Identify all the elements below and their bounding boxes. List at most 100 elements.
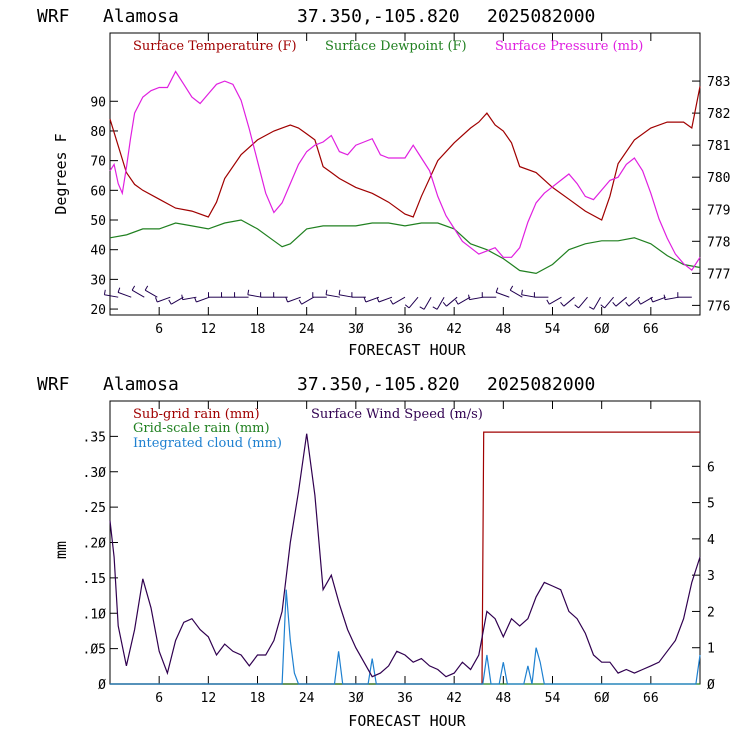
y2-tick-label: 4 xyxy=(707,533,715,548)
x-tick-label: 42 xyxy=(446,322,462,337)
wind-barb-flag xyxy=(637,299,642,305)
x-tick-label: 24 xyxy=(299,322,315,337)
y-tick-label: 50 xyxy=(90,214,106,229)
wind-barb xyxy=(604,296,614,309)
wind-barb xyxy=(392,296,406,305)
y2-tick-label: 6 xyxy=(707,460,715,475)
wind-barb xyxy=(495,291,510,298)
wind-barb xyxy=(423,296,432,310)
wind-barb-flag xyxy=(600,304,605,309)
wind-barb-flag xyxy=(625,302,630,307)
temperature-line xyxy=(109,86,701,221)
wind-barb xyxy=(664,296,679,301)
y2-tick-label: 777 xyxy=(707,267,730,282)
wind-barb xyxy=(469,296,484,301)
y-tick-label: 30 xyxy=(90,273,106,288)
wind-barb xyxy=(457,296,471,305)
chart-run-label: 2025082000 xyxy=(487,6,595,27)
wind-barb xyxy=(563,296,575,307)
wind-barb xyxy=(104,294,119,298)
wind-barb-flag xyxy=(131,285,136,291)
x-tick-label: 6Ø xyxy=(594,322,610,337)
wind-barb-flag xyxy=(455,299,459,305)
wind-barb-flag xyxy=(181,294,184,300)
wind-barb-flag xyxy=(495,287,499,293)
wind-barb-flag xyxy=(509,285,514,291)
wind-barb xyxy=(640,296,653,305)
x-tick-label: 12 xyxy=(201,691,217,706)
x-tick-label: 6 xyxy=(155,322,163,337)
y2-tick-label: 5 xyxy=(707,497,715,512)
wind-barb xyxy=(171,296,184,305)
wind-barb-flag xyxy=(155,297,158,303)
y2-tick-label: 782 xyxy=(707,107,730,122)
wind-barb xyxy=(446,296,458,307)
x-tick-label: 66 xyxy=(643,691,659,706)
y-axis-label: mm xyxy=(52,541,70,559)
wind-barb xyxy=(325,294,340,298)
wind-barb-flag xyxy=(389,299,394,305)
wind-barb-flag xyxy=(560,302,565,307)
axis-ticks: 6 12 18 24 3Ø 36 42 48 54 6Ø 66 20 30 40 50 60 70 80 90 776… xyxy=(90,33,730,337)
wind-barb-flag xyxy=(325,289,328,295)
wind-barb-flag xyxy=(144,285,149,291)
y-tick-label: .2Ø xyxy=(83,537,107,552)
x-tick-label: 54 xyxy=(545,691,561,706)
chart-station-label: Alamosa xyxy=(103,6,179,27)
chart-model-label: WRF xyxy=(37,6,70,27)
wind-barb xyxy=(157,296,171,303)
pressure-line xyxy=(109,70,701,271)
wind-barb-flag xyxy=(194,297,197,303)
y2-tick-label: 2 xyxy=(707,605,715,620)
wind-barb xyxy=(117,291,132,298)
wind-barb-flag xyxy=(442,302,447,307)
x-tick-label: 36 xyxy=(397,322,413,337)
y2-tick-label: 3 xyxy=(707,569,715,584)
wind-barb xyxy=(144,289,158,298)
wind-barb-flag xyxy=(521,289,523,295)
wind-barb-flag xyxy=(650,297,654,303)
y2-tick-label: 780 xyxy=(707,171,730,186)
x-tick-label: 18 xyxy=(250,322,266,337)
y2-tick-label: Ø xyxy=(707,678,715,693)
wind-barb-flag xyxy=(546,299,550,305)
wind-barb-flag xyxy=(103,289,106,295)
wind-barbs xyxy=(103,285,692,310)
x-tick-label: 12 xyxy=(201,322,217,337)
y2-tick-label: 776 xyxy=(707,299,730,314)
wind-barb xyxy=(378,296,393,303)
y2-tick-label: 781 xyxy=(707,139,730,154)
wind-barb xyxy=(287,296,301,303)
y-tick-label: 40 xyxy=(90,244,106,259)
wind-barb xyxy=(578,296,588,309)
y-tick-label: 90 xyxy=(90,95,106,110)
x-tick-label: 42 xyxy=(446,691,462,706)
wind-barb-flag xyxy=(117,287,121,293)
wind-barb xyxy=(247,294,262,298)
wind-barb-flag xyxy=(419,306,425,310)
chart-run-label: 2025082000 xyxy=(487,374,595,395)
wind-barb xyxy=(365,296,380,303)
wind-barb-flag xyxy=(298,299,303,305)
wind-barb-flag xyxy=(574,304,579,309)
chart-coords-label: 37.350,-105.820 xyxy=(297,374,460,395)
wind-barb xyxy=(652,296,666,303)
x-tick-label: 48 xyxy=(496,691,512,706)
x-tick-label: 24 xyxy=(299,691,315,706)
wind-barb-flag xyxy=(663,294,666,300)
wind-barb-flag xyxy=(432,306,438,310)
legend-wind-speed: Surface Wind Speed (m/s) xyxy=(311,407,483,422)
y2-tick-label: 1 xyxy=(707,642,715,657)
wind-barb-flag xyxy=(363,297,367,303)
y-axis-label: Degrees F xyxy=(52,133,70,214)
legend-integrated-cloud: Integrated cloud (mm) xyxy=(133,436,282,451)
y-tick-label: .15 xyxy=(83,572,106,587)
y-tick-label: 80 xyxy=(90,125,106,140)
wind-barb-flag xyxy=(468,294,470,300)
chart-series xyxy=(109,431,701,685)
wind-barb xyxy=(131,289,145,298)
x-tick-label: 3Ø xyxy=(348,322,364,337)
y-tick-label: Ø xyxy=(98,678,106,693)
wind-barb xyxy=(338,294,353,298)
x-tick-label: 6 xyxy=(155,691,163,706)
